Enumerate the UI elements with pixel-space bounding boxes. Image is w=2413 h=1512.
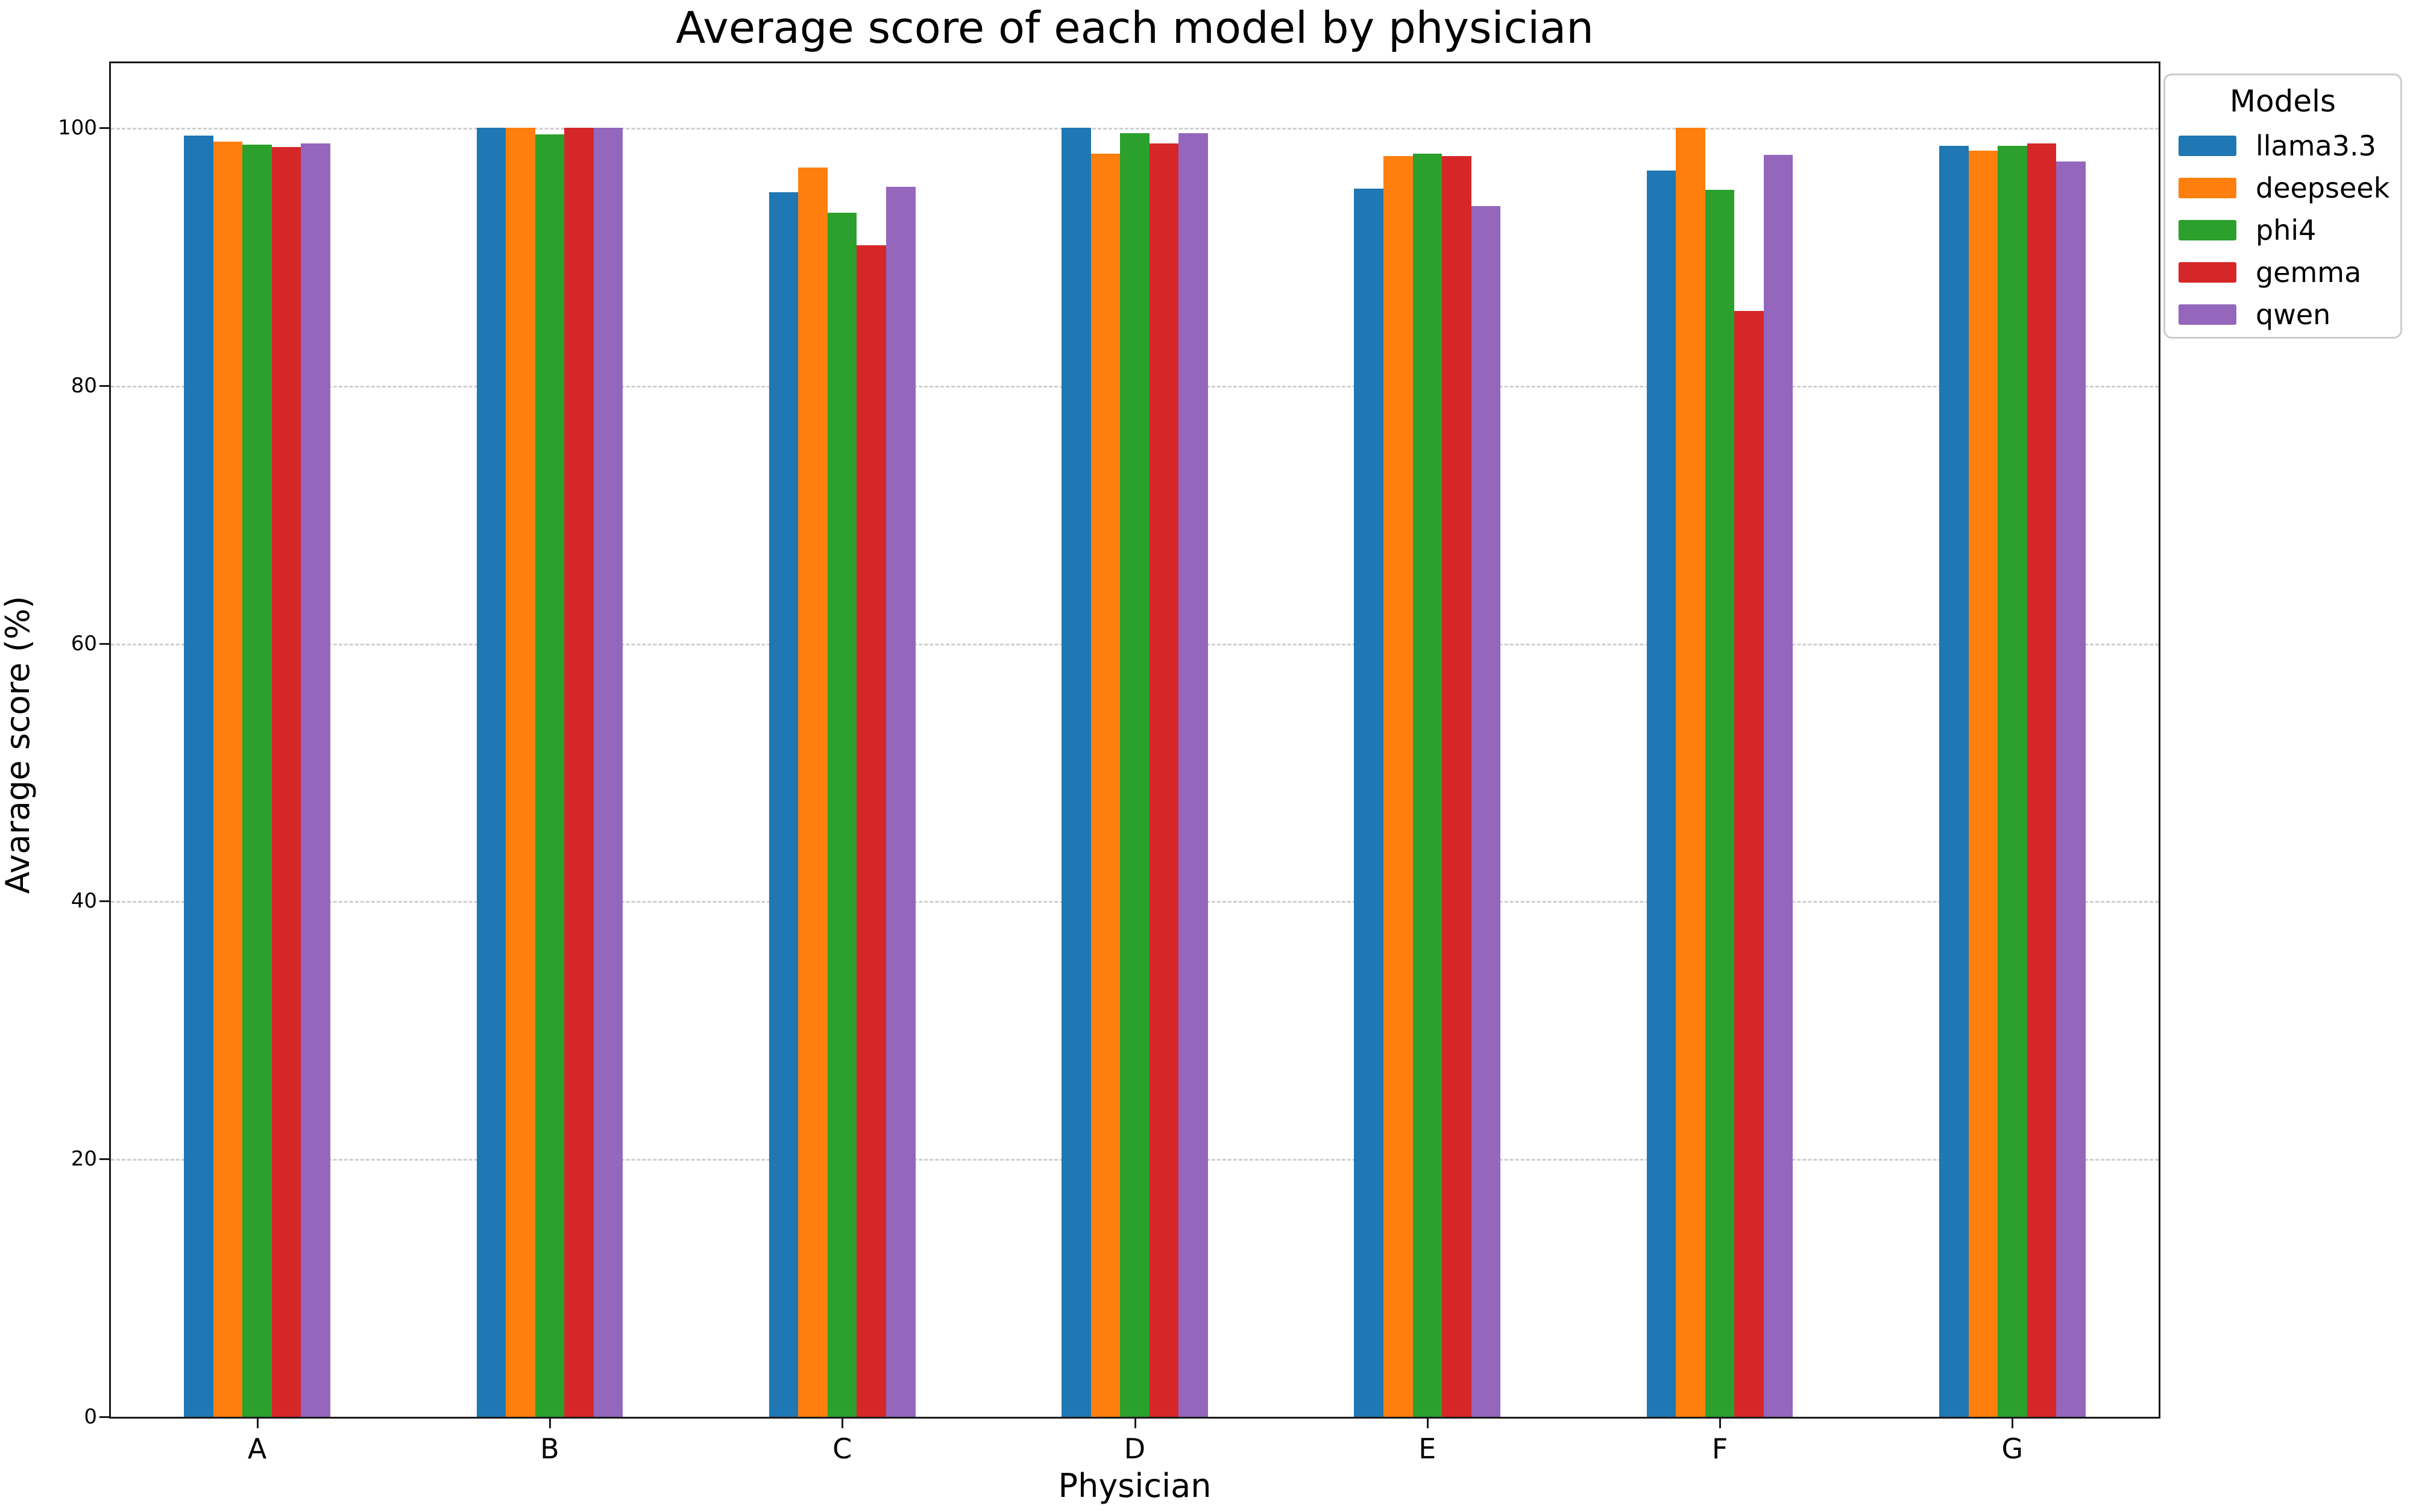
bar-gemma-G bbox=[2027, 143, 2057, 1417]
legend-swatch-qwen bbox=[2179, 304, 2236, 325]
bar-deepseek-B bbox=[506, 127, 535, 1417]
bar-llama3.3-F bbox=[1646, 170, 1676, 1417]
bar-deepseek-A bbox=[213, 142, 243, 1417]
bar-deepseek-D bbox=[1090, 153, 1121, 1417]
bar-qwen-G bbox=[2056, 161, 2086, 1417]
bar-phi4-A bbox=[242, 144, 272, 1417]
bar-deepseek-E bbox=[1383, 156, 1413, 1417]
legend-item-label: deepseek bbox=[2256, 172, 2390, 204]
bar-qwen-E bbox=[1471, 206, 1501, 1417]
bar-phi4-G bbox=[1998, 145, 2027, 1417]
bar-deepseek-F bbox=[1676, 127, 1705, 1417]
legend-item-phi4: phi4 bbox=[2165, 209, 2400, 251]
legend-title: Models bbox=[2229, 84, 2336, 119]
y-tick-label: 40 bbox=[71, 889, 97, 914]
legend-item-label: gemma bbox=[2256, 256, 2362, 289]
bar-llama3.3-B bbox=[476, 127, 506, 1417]
bar-deepseek-C bbox=[798, 168, 828, 1417]
x-tick-label-E: E bbox=[1418, 1432, 1436, 1465]
legend: Models llama3.3 deepseek phi4 gemma qwen bbox=[2163, 74, 2402, 339]
x-axis-label: Physician bbox=[1058, 1467, 1212, 1505]
y-tick-label: 80 bbox=[71, 373, 97, 398]
bar-deepseek-G bbox=[1968, 151, 1998, 1417]
bar-gemma-C bbox=[857, 245, 886, 1417]
x-tick-label-C: C bbox=[832, 1432, 852, 1465]
x-tick-label-G: G bbox=[2001, 1432, 2024, 1465]
x-tick-mark bbox=[549, 1419, 551, 1428]
y-tick-label: 20 bbox=[71, 1147, 97, 1172]
bar-gemma-B bbox=[564, 127, 594, 1417]
grid-line bbox=[111, 127, 2159, 130]
x-tick-label-A: A bbox=[247, 1432, 267, 1465]
bar-llama3.3-A bbox=[184, 135, 213, 1417]
x-tick-mark bbox=[2012, 1419, 2014, 1428]
bar-qwen-D bbox=[1178, 133, 1208, 1417]
legend-item-llama3.3: llama3.3 bbox=[2165, 125, 2400, 167]
y-tick-mark bbox=[99, 384, 109, 387]
bar-qwen-F bbox=[1763, 154, 1793, 1417]
y-tick-mark bbox=[99, 127, 109, 129]
bar-qwen-B bbox=[593, 127, 623, 1417]
x-tick-mark bbox=[1426, 1419, 1429, 1428]
bar-phi4-D bbox=[1120, 133, 1150, 1417]
legend-swatch-deepseek bbox=[2179, 178, 2236, 198]
bar-phi4-F bbox=[1705, 189, 1735, 1417]
bar-phi4-B bbox=[535, 134, 565, 1417]
bar-gemma-D bbox=[1149, 143, 1179, 1417]
bar-phi4-E bbox=[1412, 153, 1442, 1417]
y-tick-label: 60 bbox=[71, 631, 97, 656]
legend-item-label: qwen bbox=[2256, 298, 2331, 331]
x-tick-mark bbox=[256, 1419, 259, 1428]
bar-llama3.3-D bbox=[1062, 127, 1091, 1417]
y-tick-mark bbox=[99, 1158, 109, 1161]
x-tick-mark bbox=[842, 1419, 844, 1428]
legend-items: llama3.3 deepseek phi4 gemma qwen bbox=[2165, 125, 2400, 336]
bar-llama3.3-C bbox=[769, 192, 799, 1417]
y-tick-mark bbox=[99, 1416, 109, 1418]
legend-item-qwen: qwen bbox=[2165, 293, 2400, 336]
bar-llama3.3-G bbox=[1939, 145, 1969, 1417]
legend-item-label: phi4 bbox=[2256, 214, 2317, 246]
bar-gemma-A bbox=[271, 147, 301, 1417]
chart-title: Average score of each model by physician bbox=[676, 2, 1594, 53]
bar-qwen-A bbox=[301, 143, 330, 1417]
legend-swatch-gemma bbox=[2179, 262, 2236, 283]
legend-swatch-phi4 bbox=[2179, 220, 2236, 240]
legend-item-gemma: gemma bbox=[2165, 251, 2400, 293]
y-tick-label: 100 bbox=[58, 115, 97, 140]
y-tick-mark bbox=[99, 642, 109, 645]
legend-item-label: llama3.3 bbox=[2256, 130, 2376, 162]
bar-llama3.3-E bbox=[1354, 188, 1383, 1417]
legend-item-deepseek: deepseek bbox=[2165, 167, 2400, 209]
bar-gemma-E bbox=[1442, 156, 1471, 1417]
y-axis-label: Avarage score (%) bbox=[0, 595, 37, 894]
x-tick-label-F: F bbox=[1711, 1432, 1728, 1465]
bar-gemma-F bbox=[1734, 310, 1764, 1417]
y-tick-mark bbox=[99, 900, 109, 903]
bar-qwen-C bbox=[886, 187, 916, 1417]
x-tick-mark bbox=[1134, 1419, 1136, 1428]
x-tick-label-B: B bbox=[540, 1432, 559, 1465]
y-tick-label: 0 bbox=[84, 1405, 97, 1429]
plot-area: 0 20 40 60 80 100 A B C D E F G bbox=[58, 61, 2160, 1465]
x-tick-label-D: D bbox=[1124, 1432, 1146, 1465]
x-tick-mark bbox=[1719, 1419, 1722, 1428]
bar-phi4-C bbox=[827, 213, 857, 1417]
legend-swatch-llama3.3 bbox=[2179, 136, 2236, 156]
